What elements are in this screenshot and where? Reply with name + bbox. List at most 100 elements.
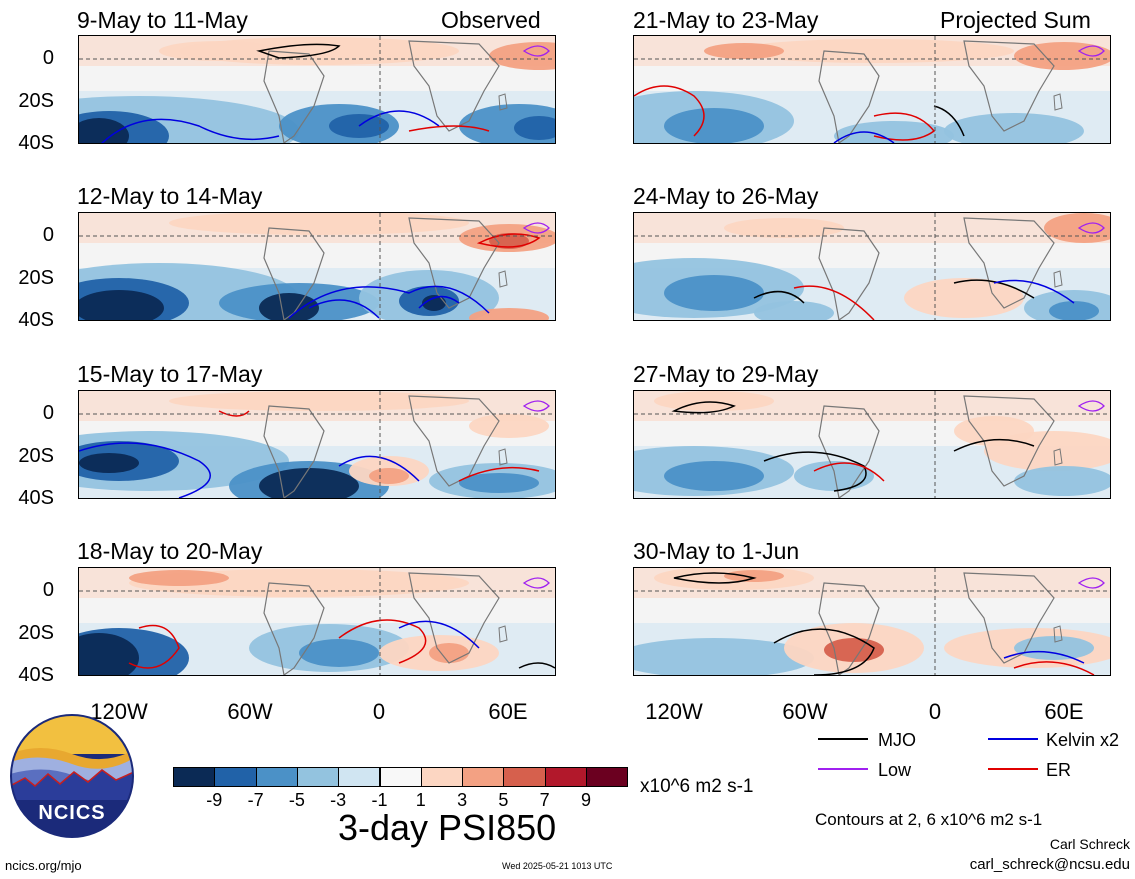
contour-line bbox=[793, 285, 875, 320]
colorbar-tick-label: 3 bbox=[457, 790, 468, 810]
shading-blob bbox=[824, 638, 884, 662]
shading-blob bbox=[1014, 466, 1110, 496]
x-tick-label: 60W bbox=[227, 699, 273, 724]
mjo-legend-line bbox=[818, 738, 868, 740]
panel-title: 21-May to 23-May bbox=[633, 7, 819, 33]
low-legend-label: Low bbox=[878, 760, 912, 780]
panel-title: 9-May to 11-May bbox=[77, 7, 248, 33]
shading-blob bbox=[79, 118, 129, 143]
low-contour bbox=[1077, 577, 1105, 589]
low-contour bbox=[522, 577, 550, 589]
south-america-outline bbox=[818, 405, 880, 498]
contour-line bbox=[1013, 661, 1095, 675]
contour-line bbox=[873, 112, 936, 141]
panel-title: 27-May to 29-May bbox=[633, 361, 819, 387]
email: carl_schreck@ncsu.edu bbox=[969, 856, 1130, 873]
colorbar-tick-label: 7 bbox=[539, 790, 550, 810]
contour-line bbox=[358, 110, 440, 127]
shading-blob bbox=[664, 275, 764, 311]
er-legend-label: ER bbox=[1046, 760, 1072, 780]
africa-outline bbox=[408, 572, 500, 664]
colorbar-swatch bbox=[296, 767, 340, 787]
colorbar-tick-label: -1 bbox=[371, 790, 388, 810]
y-tick-label: 20S bbox=[18, 90, 54, 112]
panel-title: 18-May to 20-May bbox=[77, 538, 263, 564]
shading-blob bbox=[704, 43, 784, 59]
low-contour bbox=[522, 400, 550, 412]
colorbar-units: x10^6 m2 s-1 bbox=[640, 776, 754, 797]
shading-blob bbox=[469, 308, 549, 320]
shading-blob bbox=[654, 391, 774, 411]
author: Carl Schreck bbox=[1049, 836, 1130, 852]
y-tick-label: 20S bbox=[18, 622, 54, 644]
map-panel-observed-4 bbox=[78, 567, 556, 676]
shading-blob bbox=[299, 639, 379, 667]
y-tick-label: 20S bbox=[18, 267, 54, 289]
contours-note: Contours at 2, 6 x10^6 m2 s-1 bbox=[815, 810, 1043, 829]
madagascar-outline bbox=[1053, 93, 1063, 111]
madagascar-outline bbox=[498, 93, 508, 111]
colorbar-tick-label: -5 bbox=[288, 790, 305, 810]
south-america-outline bbox=[263, 50, 325, 143]
contour-line bbox=[753, 290, 805, 304]
shading-blob bbox=[259, 293, 319, 320]
y-tick-label: 40S bbox=[18, 664, 54, 686]
x-tick-label: 60E bbox=[1044, 699, 1084, 724]
colorbar-tick-label: -7 bbox=[247, 790, 264, 810]
logo-text: NCICS bbox=[38, 802, 106, 824]
contour-line bbox=[953, 279, 1035, 299]
low-contour bbox=[1077, 45, 1105, 57]
madagascar-outline bbox=[498, 270, 508, 288]
africa-outline bbox=[963, 395, 1055, 487]
shading-blob bbox=[159, 41, 279, 61]
colorbar-swatch bbox=[420, 767, 464, 787]
madagascar-outline bbox=[498, 448, 508, 466]
contour-line bbox=[773, 628, 875, 675]
colorbar-swatch bbox=[173, 767, 216, 787]
y-tick-label: 40S bbox=[18, 487, 54, 509]
shading-blob bbox=[169, 391, 469, 411]
contour-line bbox=[476, 233, 541, 248]
x-tick-label: 0 bbox=[928, 699, 942, 724]
shading-blob bbox=[664, 461, 764, 491]
colorbar-swatch bbox=[255, 767, 298, 787]
shading-blob bbox=[79, 290, 164, 320]
south-america-outline bbox=[263, 405, 325, 498]
low-contour bbox=[1077, 400, 1105, 412]
ncics-logo: NCICS bbox=[10, 714, 134, 838]
contour-line bbox=[308, 299, 380, 319]
map-panel-projected-2 bbox=[633, 212, 1111, 321]
colorbar-swatch bbox=[379, 767, 422, 787]
y-tick-label: 0 bbox=[42, 224, 54, 246]
contour-line bbox=[418, 295, 460, 309]
er-legend-line bbox=[988, 768, 1038, 770]
contour-line bbox=[953, 438, 1035, 452]
contour-line bbox=[813, 462, 885, 482]
x-tick-label: 60E bbox=[488, 699, 528, 724]
shading-blob bbox=[259, 468, 359, 498]
africa-outline bbox=[963, 40, 1055, 132]
y-tick-label: 0 bbox=[42, 47, 54, 69]
madagascar-outline bbox=[498, 625, 508, 643]
contour-line bbox=[671, 401, 736, 414]
low-contour bbox=[522, 45, 550, 57]
shading-blob bbox=[954, 416, 1034, 446]
colorbar-tick-label: -3 bbox=[330, 790, 347, 810]
colorbar-swatch bbox=[503, 767, 546, 787]
contour-line bbox=[993, 279, 1075, 304]
shading-blob bbox=[79, 633, 139, 675]
observed-label: Observed bbox=[441, 7, 541, 33]
contour-line bbox=[518, 662, 555, 669]
shading-blob bbox=[664, 108, 764, 143]
colorbar-tick-label: -9 bbox=[206, 790, 223, 810]
shading-blob bbox=[1049, 301, 1099, 320]
mjo-legend-label: MJO bbox=[878, 730, 916, 750]
south-america-outline bbox=[818, 50, 880, 143]
panel-title: 12-May to 14-May bbox=[77, 183, 263, 209]
shading-blob bbox=[469, 414, 549, 438]
map-panel-observed-1 bbox=[78, 35, 556, 144]
contour-line bbox=[673, 572, 757, 584]
main-title: 3-day PSI850 bbox=[338, 807, 557, 848]
x-tick-label: 120W bbox=[90, 699, 148, 724]
contour-line bbox=[338, 619, 427, 664]
